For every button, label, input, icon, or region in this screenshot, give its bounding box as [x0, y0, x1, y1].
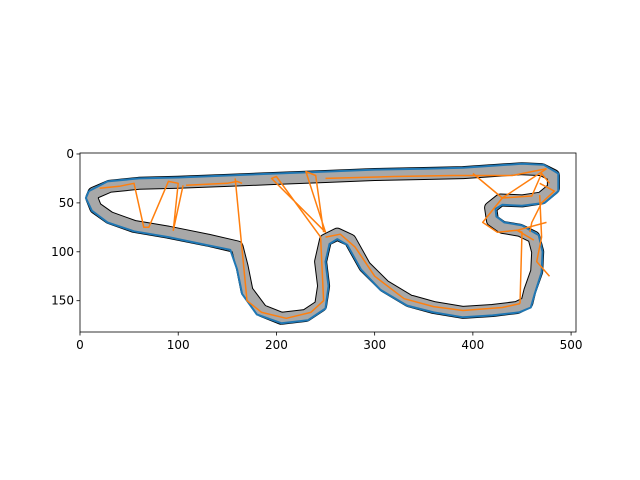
x-axis-ticks: 0 100 200 300 400 500 — [76, 332, 583, 352]
y-axis-ticks: 0 50 100 150 — [51, 147, 80, 308]
path-segment-1 — [186, 180, 243, 187]
y-tick-label: 150 — [51, 294, 74, 308]
x-tick-label: 300 — [363, 338, 386, 352]
path-segment-0 — [99, 180, 184, 232]
path-segment-9 — [535, 195, 551, 277]
path-segment-8 — [472, 172, 551, 199]
path-segment-2 — [234, 178, 325, 320]
x-tick-label: 100 — [167, 338, 190, 352]
path-segment-5 — [516, 229, 535, 304]
x-tick-label: 400 — [461, 338, 484, 352]
boundary-layer — [84, 162, 560, 325]
y-tick-label: 50 — [59, 196, 74, 210]
path-segment-3 — [270, 170, 327, 238]
path-segment-6 — [325, 167, 547, 180]
x-tick-label: 500 — [560, 338, 583, 352]
path-segment-10 — [529, 182, 556, 233]
boundary-line — [84, 162, 560, 325]
y-tick-label: 100 — [51, 245, 74, 259]
path-layer — [99, 167, 556, 320]
path-segment-7 — [481, 168, 547, 233]
x-tick-label: 0 — [76, 338, 84, 352]
x-tick-label: 200 — [265, 338, 288, 352]
path-segment-4 — [325, 233, 521, 312]
y-tick-label: 0 — [66, 147, 74, 161]
plot-area — [79, 152, 577, 333]
axes-frame — [79, 152, 577, 333]
